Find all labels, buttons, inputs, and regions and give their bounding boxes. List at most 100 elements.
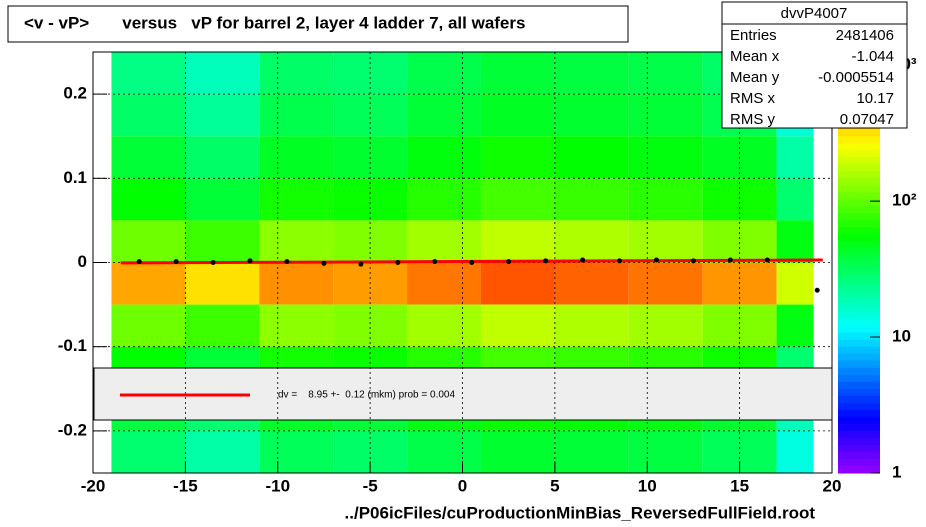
profile-point — [469, 260, 475, 265]
profile-point — [543, 258, 549, 264]
heatmap-cell — [628, 52, 703, 95]
heatmap-cell — [185, 136, 260, 179]
color-bar-step — [838, 402, 880, 411]
profile-point — [727, 257, 733, 263]
color-bar-step — [838, 304, 880, 313]
color-bar-step — [838, 255, 880, 263]
heatmap-cell — [111, 262, 186, 305]
stats-frame — [721, 1, 908, 129]
heatmap-cell — [259, 262, 334, 305]
color-bar-step — [838, 437, 880, 446]
color-bar-step — [838, 192, 880, 200]
profile-point — [173, 259, 179, 265]
x-tick-label: 0 — [458, 476, 467, 495]
heatmap-cell — [111, 136, 186, 179]
color-bar-step — [838, 374, 880, 383]
heatmap-cell — [480, 220, 555, 263]
heatmap-cell — [407, 304, 481, 347]
heatmap-cell — [259, 136, 334, 179]
y-tick-label: -0.2 — [58, 420, 87, 439]
color-bar-step — [838, 262, 880, 271]
color-bar-step — [838, 381, 880, 390]
heatmap-cell — [407, 430, 481, 473]
heatmap-cell — [259, 430, 334, 473]
heatmap-cell — [111, 430, 186, 473]
color-bar-step — [838, 227, 880, 235]
heatmap-cell — [407, 178, 481, 221]
color-bar-step — [838, 395, 880, 404]
x-tick-label: 10 — [638, 476, 657, 495]
color-bar-step — [838, 339, 880, 348]
heatmap-cell — [628, 220, 703, 263]
stats-name: Mean x — [730, 48, 780, 65]
heatmap-cell — [776, 430, 814, 473]
color-bar-step — [838, 297, 880, 306]
heatmap-cell — [776, 304, 814, 347]
color-bar-step — [838, 220, 880, 228]
heatmap-cell — [185, 94, 260, 137]
color-bar-step — [838, 416, 880, 425]
heatmap-cell — [554, 52, 629, 95]
heatmap-cell — [333, 304, 408, 347]
heatmap-cell — [185, 304, 260, 347]
title-box — [7, 5, 629, 43]
x-tick-label: 20 — [823, 476, 842, 495]
chart-title: <v - vP> versus vP for barrel 2, layer 4… — [24, 13, 525, 32]
color-bar-step — [838, 234, 880, 242]
heatmap-cell — [702, 304, 777, 347]
profile-point — [432, 259, 438, 265]
heatmap-cell — [554, 430, 629, 473]
z-tick-label: 10² — [892, 191, 917, 210]
stats-value: 2481406 — [836, 27, 894, 44]
heatmap-cell — [628, 304, 703, 347]
heatmap-cell — [111, 94, 186, 137]
heatmap-cell — [111, 52, 186, 95]
stats-value: -0.0005514 — [818, 69, 894, 86]
heatmap-cell — [776, 178, 814, 221]
heatmap-cell — [554, 304, 629, 347]
x-tick-label: -20 — [81, 476, 106, 495]
color-bar-step — [838, 409, 880, 418]
profile-point — [247, 258, 253, 264]
color-bar-step — [838, 290, 880, 299]
color-bar-step — [838, 136, 880, 144]
profile-point — [358, 261, 364, 267]
heatmap-cell — [554, 94, 629, 137]
stats-title: dvvP4007 — [781, 5, 848, 22]
heatmap-cell — [407, 262, 481, 305]
color-bar-step — [838, 143, 880, 151]
profile-point — [580, 257, 586, 263]
heatmap-cell — [259, 52, 334, 95]
color-bar-step — [838, 353, 880, 362]
x-tick-label: 15 — [730, 476, 749, 495]
color-bar-step — [838, 241, 880, 249]
color-bar-step — [838, 150, 880, 158]
heatmap-cell — [185, 220, 260, 263]
heatmap-cell — [480, 136, 555, 179]
heatmap-cell — [480, 262, 555, 305]
color-bar-step — [838, 458, 880, 467]
heatmap-cell — [407, 52, 481, 95]
heatmap-cell — [259, 304, 334, 347]
heatmap-cell — [480, 94, 555, 137]
color-bar-step — [838, 430, 880, 439]
stats-value: 0.07047 — [840, 111, 894, 128]
heatmap-cell — [628, 178, 703, 221]
stats-name: RMS x — [730, 90, 776, 107]
profile-point — [764, 257, 770, 263]
heatmap-cell — [554, 262, 629, 305]
heatmap-cell — [407, 220, 481, 263]
heatmap-cell — [480, 430, 555, 473]
heatmap-cell — [702, 178, 777, 221]
color-bar-step — [838, 444, 880, 453]
color-bar-step — [838, 311, 880, 320]
stats-value: 10.17 — [856, 90, 894, 107]
x-axis-label: ../P06icFiles/cuProductionMinBias_Revers… — [345, 503, 816, 522]
heatmap-cell — [111, 220, 186, 263]
y-tick-label: 0.2 — [63, 84, 87, 103]
color-bar-step — [838, 465, 880, 474]
color-bar-step — [838, 423, 880, 432]
y-tick-label: 0 — [78, 252, 87, 271]
heatmap-cell — [111, 178, 186, 221]
heatmap-cell — [554, 220, 629, 263]
